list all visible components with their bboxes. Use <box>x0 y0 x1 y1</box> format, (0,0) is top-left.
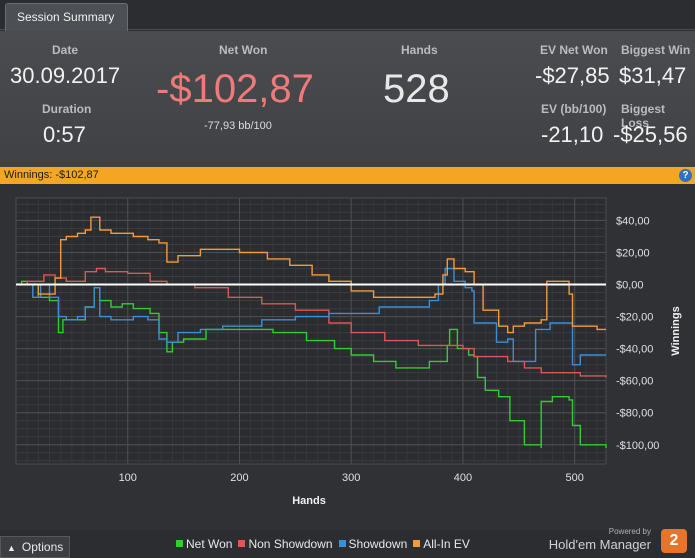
options-button[interactable]: ▲ Options <box>0 536 70 558</box>
y-tick-label: -$80,00 <box>616 408 653 420</box>
hands-label: Hands <box>401 43 438 57</box>
legend-swatch <box>176 540 183 547</box>
y-tick-label: -$60,00 <box>616 376 653 388</box>
series-line-non-showdown <box>16 267 607 378</box>
legend-label: All-In EV <box>423 537 470 551</box>
ev-net-won-label: EV Net Won <box>540 43 608 57</box>
y-tick-label: -$20,00 <box>616 312 653 324</box>
y-tick-label: -$100,00 <box>616 440 659 452</box>
biggest-loss-label: Biggest Loss <box>621 102 666 130</box>
brand: Powered by Hold'em Manager 2 <box>547 527 687 557</box>
y-tick-label: $20,00 <box>616 247 650 259</box>
winnings-graph: $40,00 $20,00 $0,00 -$20,00 -$40,00 -$60,00 -$… <box>15 197 682 507</box>
legend-swatch <box>413 540 421 547</box>
series-line-all-in-ev <box>16 216 606 334</box>
powered-by-label: Powered by <box>608 527 651 536</box>
net-won-label: Net Won <box>219 43 268 57</box>
duration-value: 0:57 <box>43 122 86 147</box>
plot-area <box>15 197 607 465</box>
caret-up-icon: ▲ <box>7 543 16 553</box>
x-tick-label: 300 <box>342 472 360 484</box>
x-axis-label: Hands <box>292 495 326 507</box>
duration-label: Duration <box>42 102 92 116</box>
tab-session-summary[interactable]: Session Summary <box>5 3 128 31</box>
x-tick-label: 500 <box>566 472 584 484</box>
x-tick-label: 400 <box>454 472 472 484</box>
date-value: 30.09.2017 <box>10 63 121 88</box>
net-won-value: -$102,87 <box>156 67 314 111</box>
date-label: Date <box>52 43 79 57</box>
hands-value: 528 <box>383 67 450 111</box>
help-icon[interactable]: ? <box>679 169 692 182</box>
ev-bb-label: EV (bb/100) <box>541 102 607 116</box>
winnings-bar: Winnings: -$102,87 ? <box>0 167 695 184</box>
y-axis-label: Winnings <box>670 306 682 355</box>
legend-item[interactable]: Non Showdown <box>238 537 333 551</box>
hm2-logo-icon: 2 <box>661 529 687 553</box>
x-tick-label: 100 <box>119 472 137 484</box>
legend-label: Non Showdown <box>248 537 333 551</box>
winnings-chart: $40,00 $20,00 $0,00 -$20,00 -$40,00 -$60,00 -$… <box>0 184 695 530</box>
legend-swatch <box>238 540 246 547</box>
brand-name: Hold'em Manager <box>548 537 651 552</box>
legend-item[interactable]: Showdown <box>338 537 408 551</box>
legend-label: Showdown <box>348 537 408 551</box>
footer: ▲ Options Net Won Non Showdown Showdown All-… <box>0 527 695 558</box>
biggest-win-label: Biggest Win <box>621 43 691 57</box>
biggest-loss-value: -$25,56 <box>613 122 688 147</box>
legend-item[interactable]: All-In EV <box>413 537 470 551</box>
tab-bar: Session Summary <box>0 0 695 31</box>
winnings-title: Winnings: -$102,87 <box>4 169 99 181</box>
series-line-showdown <box>16 267 606 366</box>
bb-per-100-value: -77,93 bb/100 <box>204 120 272 132</box>
chart-legend: Net Won Non Showdown Showdown All-In EV <box>176 537 476 551</box>
y-tick-label: $40,00 <box>616 215 650 227</box>
y-tick-label: $0,00 <box>616 280 644 292</box>
legend-item[interactable]: Net Won <box>176 537 232 551</box>
x-tick-label: 200 <box>230 472 248 484</box>
legend-label: Net Won <box>186 537 233 551</box>
y-tick-label: -$40,00 <box>616 344 653 356</box>
ev-net-won-value: -$27,85 <box>535 63 610 88</box>
legend-swatch <box>338 540 346 547</box>
session-summary-panel: Date 30.09.2017 Duration 0:57 Net Won -$… <box>0 31 695 167</box>
options-label: Options <box>21 540 64 554</box>
ev-bb-value: -21,10 <box>541 122 604 147</box>
biggest-win-value: $31,47 <box>619 63 687 88</box>
